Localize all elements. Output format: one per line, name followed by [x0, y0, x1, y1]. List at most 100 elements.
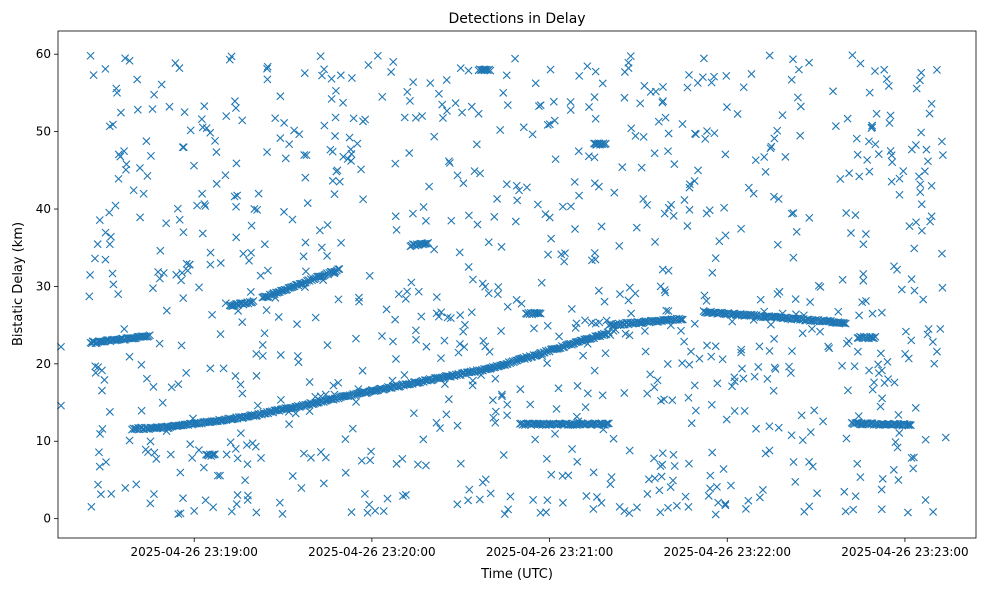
clutter-point — [276, 395, 285, 404]
clutter-point — [241, 476, 250, 485]
track-point — [771, 312, 780, 321]
clutter-point — [157, 80, 166, 89]
clutter-point — [874, 369, 883, 378]
clutter-point — [511, 217, 520, 226]
track-point — [503, 360, 512, 369]
clutter-point — [418, 112, 427, 121]
clutter-point — [606, 480, 615, 489]
clutter-point — [125, 436, 134, 445]
clutter-point — [212, 179, 221, 188]
clutter-point — [621, 329, 630, 338]
clutter-point — [713, 379, 722, 388]
clutter-point — [859, 269, 868, 278]
clutter-point — [838, 361, 847, 370]
clutter-point — [587, 318, 596, 327]
clutter-point — [845, 169, 854, 178]
clutter-point — [233, 454, 242, 463]
clutter-point — [897, 285, 906, 294]
clutter-point — [737, 345, 746, 354]
clutter-point — [400, 113, 409, 122]
clutter-point — [334, 295, 343, 304]
clutter-point — [722, 103, 731, 112]
clutter-point — [917, 200, 926, 209]
clutter-point — [631, 289, 640, 298]
clutter-point — [484, 289, 493, 298]
clutter-point — [252, 349, 261, 358]
clutter-point — [198, 229, 207, 238]
clutter-point — [91, 368, 100, 377]
clutter-point — [855, 311, 864, 320]
clutter-point — [468, 275, 477, 284]
clutter-point — [847, 229, 855, 238]
clutter-point — [702, 296, 711, 305]
clutter-point — [365, 500, 374, 509]
clutter-point — [208, 310, 217, 319]
x-tick-label: 2025-04-26 23:22:00 — [664, 545, 791, 559]
clutter-point — [280, 118, 289, 127]
clutter-point — [566, 202, 575, 211]
clutter-point — [769, 386, 778, 395]
track-point — [145, 331, 154, 340]
clutter-point — [454, 348, 463, 357]
clutter-point — [643, 389, 652, 398]
clutter-point — [625, 446, 634, 455]
track-point — [603, 419, 612, 428]
clutter-point — [721, 150, 730, 159]
y-axis-label: Bistatic Delay (km) — [11, 222, 26, 346]
y-tick-label: 20 — [36, 357, 51, 371]
clutter-point — [706, 471, 715, 480]
clutter-point — [816, 327, 825, 336]
clutter-point — [730, 407, 739, 416]
clutter-point — [387, 67, 396, 76]
detection-point — [921, 435, 930, 444]
clutter-point — [664, 203, 673, 212]
clutter-point — [583, 389, 592, 398]
clutter-point — [710, 129, 719, 138]
clutter-point — [526, 400, 535, 409]
clutter-point — [615, 241, 624, 250]
clutter-point — [657, 472, 666, 481]
clutter-point — [789, 253, 798, 262]
clutter-point — [666, 483, 675, 492]
clutter-point — [868, 385, 877, 394]
clutter-point — [392, 225, 401, 234]
clutter-point — [865, 167, 874, 176]
clutter-point — [464, 496, 473, 505]
track-point — [841, 319, 850, 328]
track-point — [678, 315, 687, 324]
clutter-point — [656, 282, 665, 291]
clutter-point — [694, 166, 703, 175]
x-tick-label: 2025-04-26 23:20:00 — [308, 545, 435, 559]
clutter-point — [549, 97, 558, 106]
clutter-point — [451, 99, 460, 108]
clutter-point — [85, 292, 94, 301]
clutter-point — [502, 180, 511, 189]
clutter-point — [497, 242, 506, 251]
clutter-point — [430, 245, 439, 254]
track-point — [871, 332, 880, 341]
clutter-point — [798, 436, 807, 445]
clutter-point — [212, 148, 221, 157]
clutter-point — [909, 464, 918, 473]
clutter-point — [363, 508, 372, 517]
clutter-point — [876, 402, 885, 411]
clutter-point — [678, 120, 687, 128]
clutter-point — [290, 126, 299, 135]
clutter-point — [715, 237, 724, 246]
clutter-point — [101, 228, 110, 237]
clutter-point — [432, 418, 441, 427]
clutter-point — [664, 266, 673, 275]
track-point — [308, 400, 317, 409]
clutter-point — [176, 509, 185, 518]
clutter-point — [644, 475, 653, 484]
clutter-point — [690, 319, 699, 328]
clutter-point — [485, 347, 494, 356]
clutter-point — [243, 460, 252, 469]
clutter-point — [737, 348, 746, 357]
clutter-point — [537, 278, 546, 287]
clutter-point — [895, 174, 904, 183]
clutter-point — [658, 449, 667, 458]
clutter-point — [148, 105, 157, 114]
clutter-point — [568, 445, 577, 454]
clutter-point — [405, 96, 414, 105]
